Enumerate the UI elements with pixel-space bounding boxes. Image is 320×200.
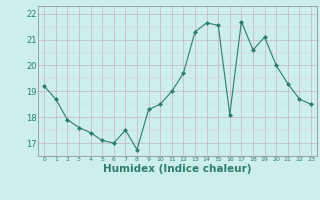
X-axis label: Humidex (Indice chaleur): Humidex (Indice chaleur)	[103, 164, 252, 174]
